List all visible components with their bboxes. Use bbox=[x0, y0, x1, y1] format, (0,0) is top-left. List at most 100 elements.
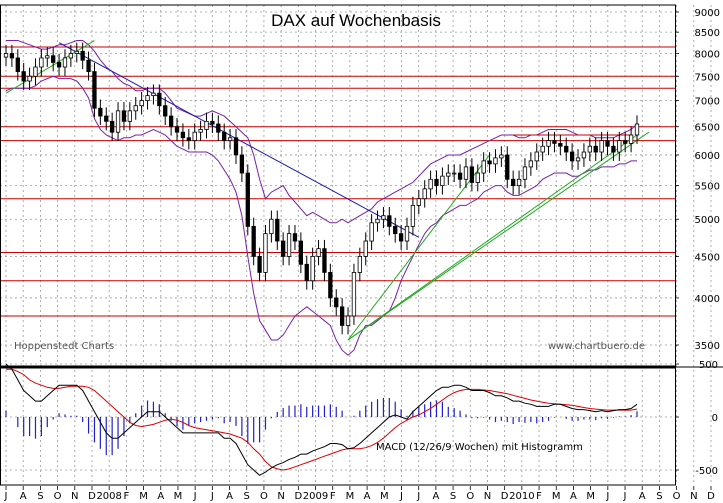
candle-down bbox=[434, 178, 439, 187]
candle-up bbox=[634, 123, 640, 136]
candle-up bbox=[115, 110, 121, 133]
x-tick-label: D bbox=[88, 491, 96, 502]
x-tick-label: M bbox=[139, 491, 148, 502]
x-tick-label: M bbox=[346, 491, 355, 502]
macd-y-tick-label: 500 bbox=[699, 360, 718, 371]
candle-up bbox=[581, 151, 587, 159]
chart-title: DAX auf Wochenbasis bbox=[271, 11, 441, 30]
candle-up bbox=[310, 255, 315, 282]
x-tick-label: N bbox=[71, 491, 78, 502]
candle-up bbox=[204, 120, 209, 130]
candle-up bbox=[127, 110, 132, 122]
candle-up bbox=[381, 215, 386, 220]
candle-down bbox=[511, 178, 516, 187]
candle-up bbox=[422, 188, 427, 200]
x-tick-label: D bbox=[707, 491, 715, 502]
x-tick-label: J bbox=[416, 491, 420, 502]
candle-down bbox=[233, 137, 239, 156]
trendlines bbox=[5, 40, 650, 341]
x-tick-label: A bbox=[226, 491, 233, 502]
candle-down bbox=[216, 123, 221, 133]
candle-up bbox=[27, 75, 32, 82]
bollinger-lower bbox=[5, 75, 637, 356]
x-tick-label: N bbox=[690, 491, 697, 502]
x-tick-label: 2010 bbox=[509, 491, 534, 502]
candle-up bbox=[540, 145, 545, 153]
x-tick-label: F bbox=[123, 491, 129, 502]
y-tick-label: 5500 bbox=[695, 182, 720, 193]
y-tick-label: 5000 bbox=[695, 215, 720, 226]
candle-up bbox=[33, 66, 38, 77]
macd-y-tick-label: 0 bbox=[712, 413, 718, 424]
candle-up bbox=[628, 134, 634, 144]
candle-down bbox=[245, 172, 250, 227]
candle-up bbox=[133, 105, 138, 112]
y-tick-label: 3500 bbox=[695, 341, 720, 352]
x-tick-label: M bbox=[380, 491, 389, 502]
candle-down bbox=[257, 255, 262, 273]
candle-down bbox=[487, 160, 492, 165]
candle-up bbox=[493, 157, 498, 165]
candle-down bbox=[51, 55, 56, 63]
candle-up bbox=[440, 175, 445, 187]
x-tick-label: O bbox=[260, 491, 268, 502]
candle-up bbox=[3, 53, 9, 58]
x-tick-label: D bbox=[294, 491, 302, 502]
candle-down bbox=[322, 248, 327, 273]
candle-down bbox=[180, 131, 186, 139]
candle-up bbox=[428, 178, 433, 190]
candle-down bbox=[398, 233, 404, 242]
candle-up bbox=[68, 53, 74, 59]
x-tick-label: S bbox=[656, 491, 662, 502]
candle-up bbox=[145, 95, 150, 102]
candle-up bbox=[62, 57, 68, 68]
candle-up bbox=[151, 92, 156, 97]
x-tick-label: S bbox=[244, 491, 250, 502]
y-tick-label: 6000 bbox=[695, 151, 720, 162]
x-tick-label: A bbox=[364, 491, 371, 502]
candle-down bbox=[56, 62, 62, 68]
macd-panel bbox=[5, 363, 638, 476]
candle-up bbox=[45, 55, 50, 59]
candle-down bbox=[86, 59, 91, 73]
candle-up bbox=[286, 233, 292, 257]
candle-up bbox=[316, 248, 321, 257]
trendline-blue bbox=[58, 42, 420, 238]
candle-down bbox=[339, 306, 345, 326]
candle-up bbox=[227, 137, 233, 141]
candle-down bbox=[222, 131, 227, 141]
candle-down bbox=[611, 145, 616, 153]
candle-up bbox=[345, 315, 351, 326]
x-tick-label: F bbox=[330, 491, 336, 502]
x-tick-label: M bbox=[552, 491, 561, 502]
macd-line bbox=[5, 363, 638, 476]
candle-down bbox=[281, 240, 286, 257]
candle-down bbox=[9, 53, 15, 59]
x-tick-label: J bbox=[193, 491, 197, 502]
main-panel-border bbox=[0, 4, 676, 367]
candle-down bbox=[186, 137, 191, 141]
x-tick-label: A bbox=[570, 491, 577, 502]
candle-up bbox=[192, 131, 197, 141]
y-tick-label: 9000 bbox=[695, 8, 720, 19]
candle-down bbox=[210, 120, 215, 125]
candle-up bbox=[263, 233, 268, 273]
x-tick-label: F bbox=[536, 491, 542, 502]
candle-down bbox=[15, 57, 20, 73]
x-tick-label: M bbox=[586, 491, 595, 502]
axes: J A S O N D 2008 F M A M J J A S O N D 2009 F M A M J J A S O N D 2010… bbox=[0, 4, 723, 502]
candle-down bbox=[605, 140, 610, 147]
candle-down bbox=[292, 233, 298, 242]
candle-up bbox=[575, 157, 581, 162]
candle-down bbox=[334, 297, 339, 308]
candle-down bbox=[469, 166, 475, 183]
candle-down bbox=[174, 126, 180, 133]
x-tick-label: S bbox=[37, 491, 43, 502]
x-tick-label: A bbox=[20, 491, 27, 502]
x-tick-label: O bbox=[673, 491, 681, 502]
candle-up bbox=[516, 178, 522, 187]
candle-down bbox=[121, 110, 127, 122]
candle-up bbox=[452, 172, 457, 175]
